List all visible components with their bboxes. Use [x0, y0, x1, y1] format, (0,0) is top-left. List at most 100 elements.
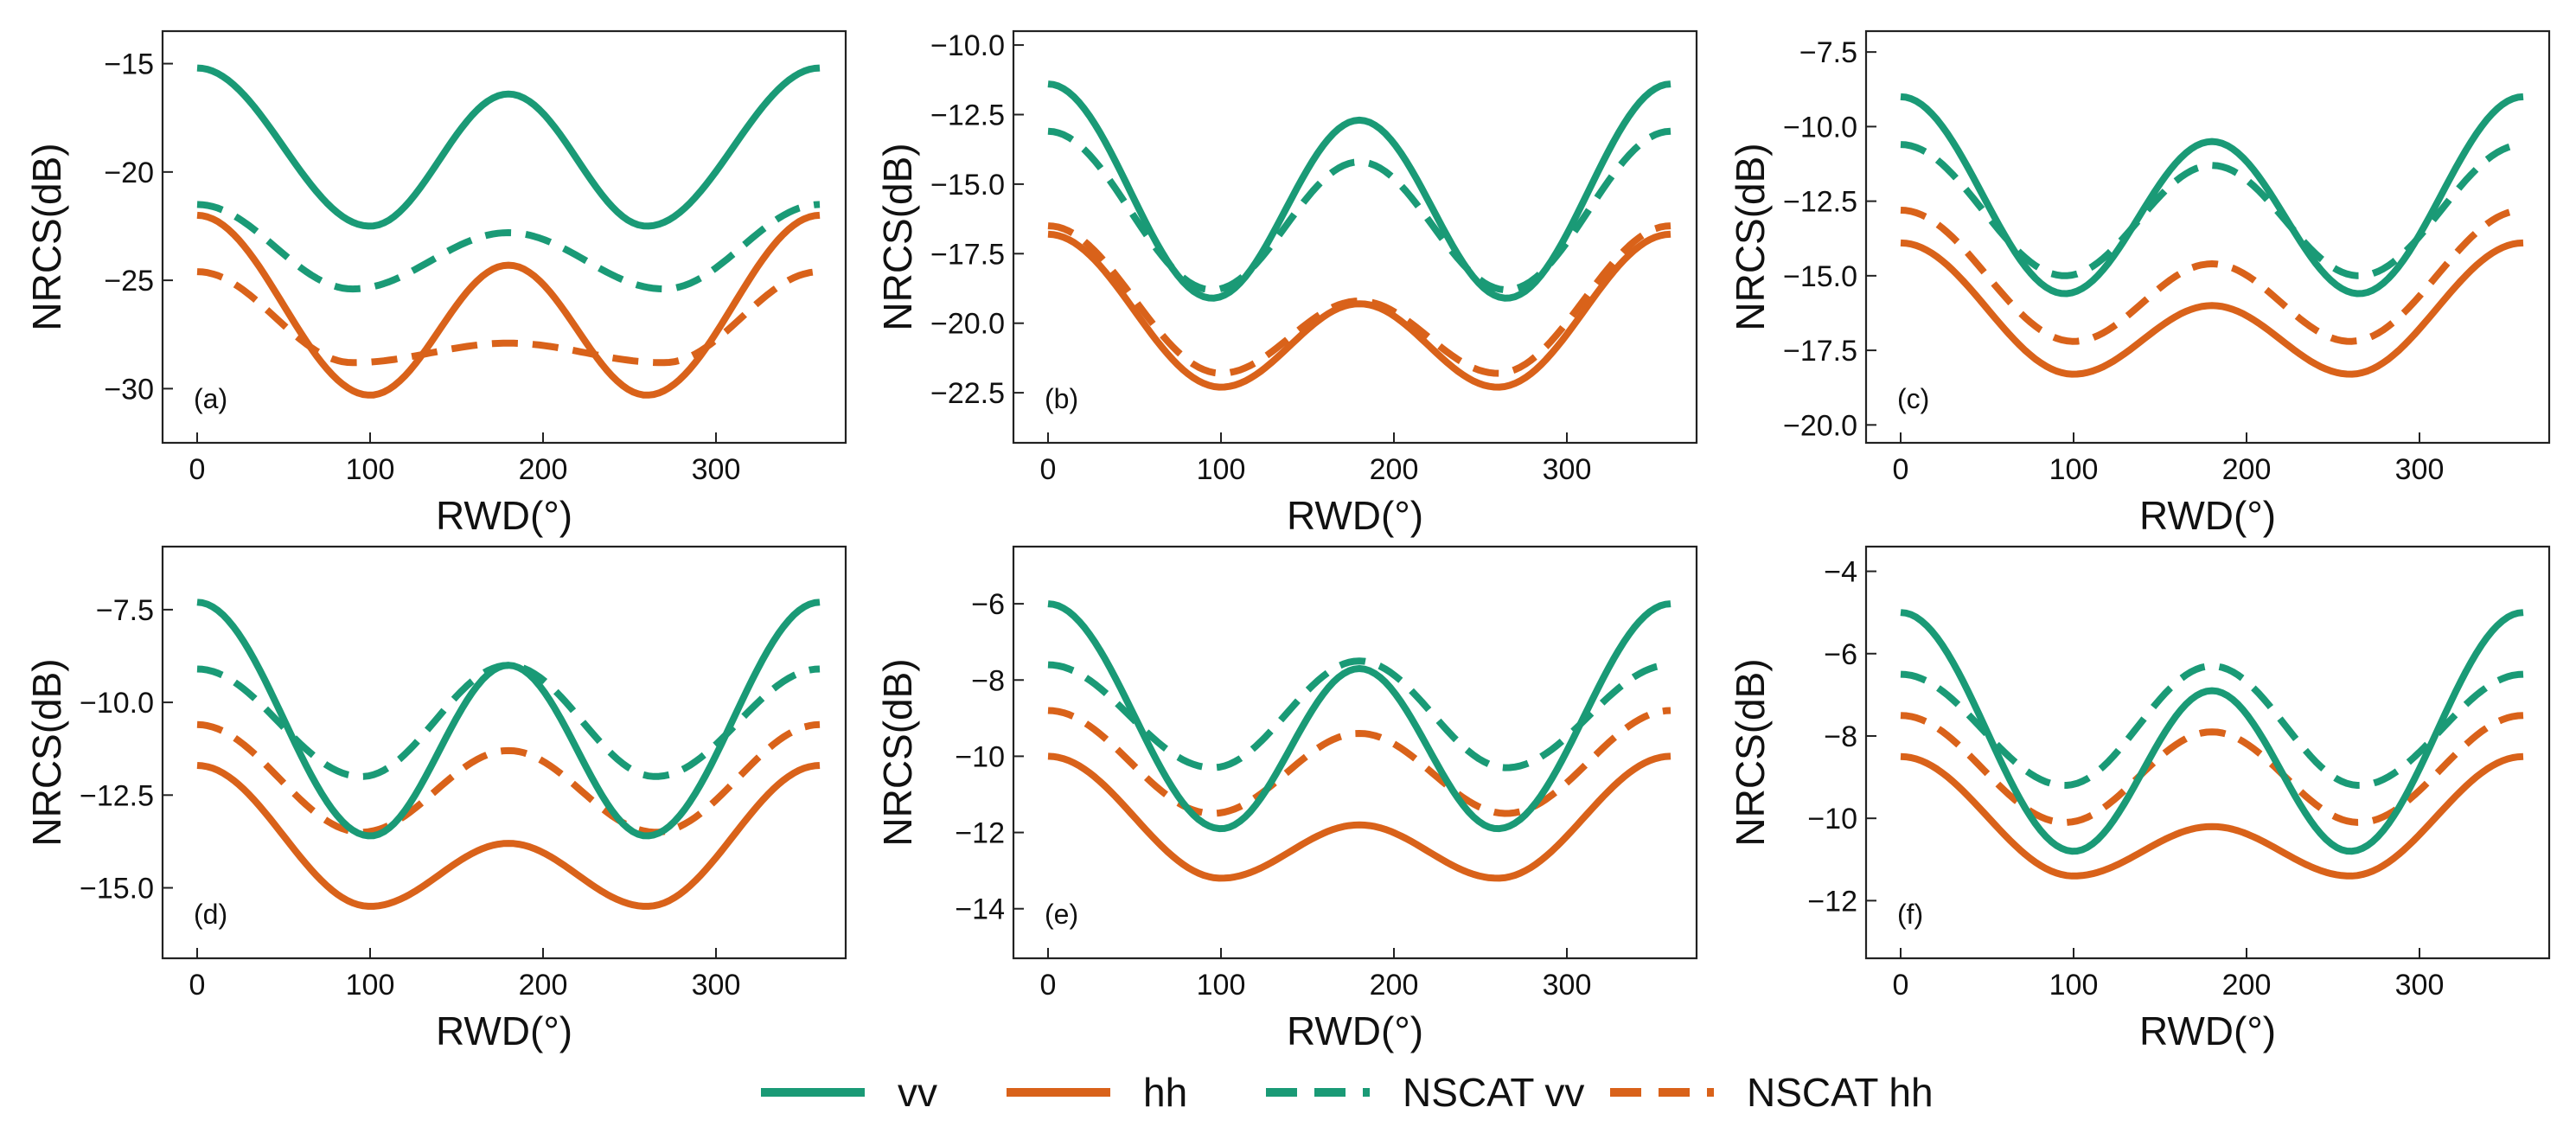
- legend-label: vv: [898, 1070, 937, 1115]
- legend-item-vv: vv: [761, 1070, 937, 1115]
- x-tick-label: 200: [2222, 453, 2272, 486]
- x-tick-label: 200: [519, 969, 568, 1002]
- x-tick-label: 0: [1040, 453, 1057, 486]
- y-tick-label: −6: [1824, 638, 1857, 671]
- y-axis-label: NRCS(dB): [875, 658, 920, 846]
- x-tick-label: 0: [189, 969, 206, 1002]
- x-tick-label: 200: [2222, 969, 2272, 1002]
- y-tick-label: −12.5: [1783, 186, 1857, 219]
- panel-label: (c): [1897, 383, 1929, 414]
- y-tick-label: −7.5: [96, 594, 154, 627]
- series-line-vv: [196, 599, 821, 840]
- x-tick-label: 100: [1197, 453, 1246, 486]
- y-tick-label: −6: [971, 588, 1005, 621]
- panel-label: (d): [194, 899, 227, 930]
- y-tick-label: −15.0: [930, 169, 1005, 202]
- x-tick-label: 300: [1543, 969, 1592, 1002]
- x-tick-label: 100: [2049, 453, 2099, 486]
- legend-item-nvv: NSCAT vv: [1266, 1070, 1584, 1115]
- x-axis-label: RWD(°): [1287, 493, 1423, 538]
- panel-b: 0 100 200 300 −10.0 −12.5 −15.0 −17.5 −20.0 −22.5…: [875, 29, 1698, 538]
- x-tick-label: 100: [346, 453, 395, 486]
- y-tick-label: −4: [1824, 556, 1857, 589]
- x-axis-label: RWD(°): [2139, 1008, 2276, 1053]
- series-line-vv: [1900, 609, 2524, 855]
- series-line-nhh: [196, 720, 821, 836]
- x-axis-label: RWD(°): [2139, 493, 2276, 538]
- y-tick-label: −20: [104, 157, 154, 189]
- y-tick-label: −15.0: [1783, 260, 1857, 293]
- series-line-vv: [1900, 93, 2524, 298]
- series-line-vv: [1047, 600, 1672, 833]
- x-axis-label: RWD(°): [436, 493, 572, 538]
- x-tick-label: 100: [1197, 969, 1246, 1002]
- series-line-hh: [196, 211, 821, 399]
- panel-e: 0 100 200 300 −6 −8 −10 −12 −14 RWD(°) NRCS(dB) (e): [875, 545, 1698, 1053]
- y-tick-label: −17.5: [1783, 335, 1857, 368]
- y-axis-label: NRCS(dB): [875, 143, 920, 330]
- y-tick-label: −10.0: [930, 29, 1005, 62]
- series-line-vv: [1047, 80, 1672, 302]
- x-tick-label: 300: [2395, 453, 2445, 486]
- series-line-nvv: [196, 201, 821, 293]
- series-line-nhh: [1047, 707, 1672, 817]
- y-tick-label: −25: [104, 265, 154, 298]
- y-tick-label: −30: [104, 373, 154, 406]
- y-tick-label: −14: [955, 893, 1005, 926]
- x-tick-label: 200: [519, 453, 568, 486]
- x-tick-label: 0: [189, 453, 206, 486]
- panel-label: (b): [1045, 383, 1078, 414]
- legend-label: NSCAT hh: [1747, 1070, 1934, 1115]
- y-tick-label: −12.5: [930, 99, 1005, 131]
- panel-d: 0 100 200 300 −7.5 −10.0 −12.5 −15.0 RWD(°) NRCS(…: [24, 545, 847, 1053]
- y-tick-label: −22.5: [930, 377, 1005, 410]
- y-tick-label: −17.5: [930, 238, 1005, 271]
- panel-f: 0 100 200 300 −4 −6 −8 −10 −12 RWD(°) NRCS(dB) (f): [1728, 545, 2551, 1053]
- x-tick-label: 0: [1893, 453, 1909, 486]
- x-tick-label: 100: [346, 969, 395, 1002]
- x-axis-label: RWD(°): [436, 1008, 572, 1053]
- y-axis-label: NRCS(dB): [24, 658, 69, 846]
- series-line-hh: [1900, 752, 2524, 880]
- y-tick-label: −20.0: [1783, 409, 1857, 442]
- y-tick-label: −10: [1807, 803, 1857, 835]
- legend-label: hh: [1143, 1070, 1187, 1115]
- x-tick-label: 200: [1370, 969, 1419, 1002]
- panel-label: (f): [1897, 899, 1923, 930]
- x-tick-label: 200: [1370, 453, 1419, 486]
- plot-frame: [1864, 545, 2551, 960]
- legend-item-nhh: NSCAT hh: [1610, 1070, 1934, 1115]
- series-line-nhh: [1900, 712, 2524, 826]
- panel-a: 0 100 200 300 −15 −20 −25 −30 RWD(°) NRCS(dB) (a): [24, 29, 847, 538]
- series-line-nvv: [196, 662, 821, 780]
- plot-frame: [1012, 545, 1698, 960]
- y-tick-label: −8: [971, 664, 1005, 697]
- plot-frame: [161, 29, 847, 445]
- series-line-hh: [196, 762, 821, 910]
- y-axis-label: NRCS(dB): [1728, 143, 1773, 330]
- y-tick-label: −15: [104, 48, 154, 81]
- y-tick-label: −10: [955, 740, 1005, 773]
- x-tick-label: 300: [2395, 969, 2445, 1002]
- y-tick-label: −10.0: [1783, 111, 1857, 144]
- x-tick-label: 0: [1040, 969, 1057, 1002]
- y-tick-label: −7.5: [1799, 36, 1857, 69]
- plot-frame: [1012, 29, 1698, 445]
- x-axis-label: RWD(°): [1287, 1008, 1423, 1053]
- series-line-nvv: [1900, 663, 2524, 789]
- legend: vv hh NSCAT vv NSCAT hh: [761, 1070, 1934, 1115]
- series-line-hh: [1047, 752, 1672, 882]
- series-line-hh: [1900, 239, 2524, 378]
- y-tick-label: −12.5: [80, 779, 154, 812]
- y-tick-label: −10.0: [80, 687, 154, 720]
- y-tick-label: −15.0: [80, 873, 154, 906]
- series-line-nvv: [1047, 657, 1672, 771]
- panel-c: 0 100 200 300 −7.5 −10.0 −12.5 −15.0 −17.5 −20.0 R…: [1728, 29, 2551, 538]
- panel-label: (e): [1045, 899, 1078, 930]
- series-line-nhh: [1047, 222, 1672, 377]
- legend-label: NSCAT vv: [1403, 1070, 1584, 1115]
- x-tick-label: 300: [692, 453, 741, 486]
- y-axis-label: NRCS(dB): [1728, 658, 1773, 846]
- panels: 0 100 200 300−15−20−25−30RWD(°)NRCS(dB)(a)0…: [24, 29, 2551, 1053]
